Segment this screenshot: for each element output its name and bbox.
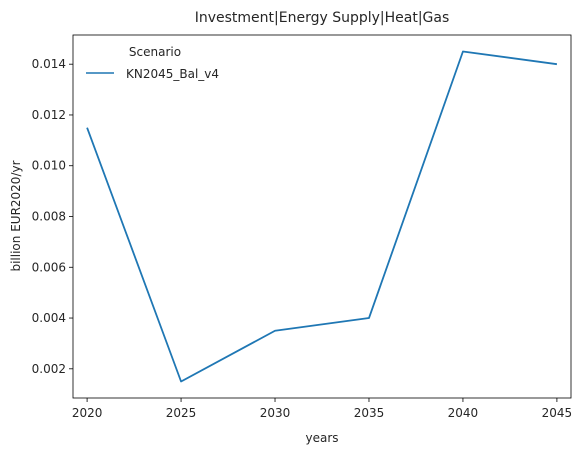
legend-title: Scenario: [129, 45, 181, 59]
x-tick-label: 2040: [448, 406, 479, 420]
y-tick-label: 0.006: [32, 260, 66, 274]
chart-title: Investment|Energy Supply|Heat|Gas: [195, 10, 450, 26]
y-tick-label: 0.008: [32, 210, 66, 224]
plot-frame: [72, 34, 572, 399]
x-tick-label: 2020: [72, 406, 103, 420]
series-line-0: [86, 50, 558, 383]
x-tick-label: 2025: [166, 406, 197, 420]
y-tick-label: 0.004: [32, 311, 66, 325]
x-tick-label: 2045: [542, 406, 573, 420]
y-axis-label: billion EUR2020/yr: [9, 160, 23, 271]
y-tick-label: 0.010: [32, 159, 66, 173]
legend-entry-label: KN2045_Bal_v4: [126, 67, 219, 81]
x-tick-label: 2030: [260, 406, 291, 420]
y-tick-label: 0.014: [32, 57, 66, 71]
x-tick-label: 2035: [354, 406, 385, 420]
x-axis-label: years: [305, 431, 338, 445]
legend: Scenario KN2045_Bal_v4: [86, 45, 219, 81]
plot-area: 2020 2025 2030 2035 2040 2045 0.002 0.004 0.006 0…: [32, 34, 573, 420]
y-tick-label: 0.002: [32, 362, 66, 376]
y-tick-label: 0.012: [32, 108, 66, 122]
